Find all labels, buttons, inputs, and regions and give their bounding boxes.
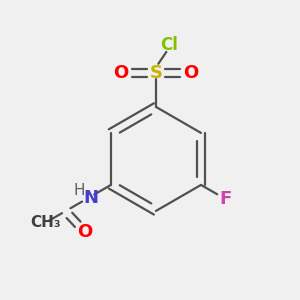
- Text: F: F: [219, 190, 232, 208]
- Text: O: O: [113, 64, 129, 82]
- Text: CH₃: CH₃: [30, 215, 61, 230]
- Text: N: N: [83, 189, 98, 207]
- Text: O: O: [183, 64, 198, 82]
- Text: S: S: [149, 64, 162, 82]
- Text: Cl: Cl: [160, 36, 178, 54]
- Text: H: H: [73, 183, 85, 198]
- Text: O: O: [77, 223, 93, 241]
